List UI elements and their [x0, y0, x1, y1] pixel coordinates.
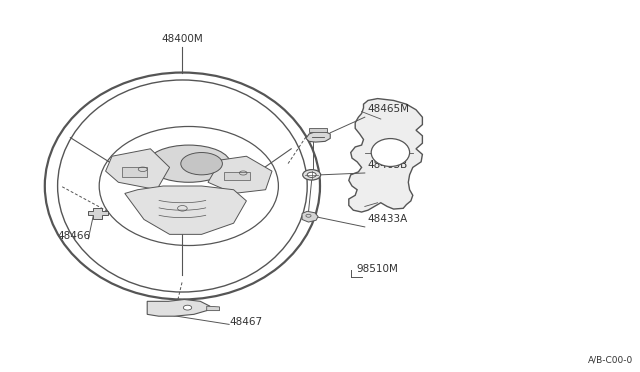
Polygon shape [207, 306, 220, 311]
Polygon shape [147, 299, 210, 316]
Bar [224, 172, 250, 180]
Text: 48433A: 48433A [367, 214, 408, 224]
Ellipse shape [371, 139, 410, 166]
Ellipse shape [307, 172, 316, 177]
Text: A/B-C00-0: A/B-C00-0 [588, 356, 634, 365]
Text: 48467: 48467 [229, 317, 262, 327]
Polygon shape [302, 211, 318, 222]
Bar [122, 167, 147, 177]
Ellipse shape [180, 153, 223, 175]
Polygon shape [88, 208, 108, 219]
Polygon shape [106, 149, 170, 190]
Ellipse shape [147, 145, 230, 182]
Text: 48465B: 48465B [367, 160, 408, 170]
Text: 98510M: 98510M [356, 264, 398, 274]
Polygon shape [349, 99, 422, 212]
Ellipse shape [303, 170, 321, 180]
Bar [309, 128, 327, 132]
Text: 48465M: 48465M [367, 104, 410, 114]
Polygon shape [306, 132, 330, 142]
Polygon shape [208, 156, 272, 193]
Text: 48400M: 48400M [161, 33, 204, 44]
Polygon shape [125, 186, 246, 234]
Ellipse shape [184, 305, 192, 310]
Text: 48466: 48466 [58, 231, 91, 241]
